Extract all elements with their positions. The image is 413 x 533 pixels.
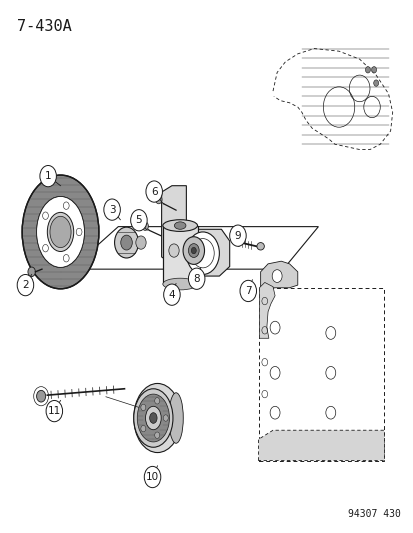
Polygon shape <box>161 185 229 276</box>
Polygon shape <box>260 261 297 288</box>
Ellipse shape <box>186 232 219 274</box>
Circle shape <box>373 80 378 86</box>
Circle shape <box>76 228 82 236</box>
Circle shape <box>163 415 168 421</box>
Ellipse shape <box>169 393 183 443</box>
Text: 94307 430: 94307 430 <box>347 509 400 519</box>
Ellipse shape <box>149 413 157 423</box>
Ellipse shape <box>36 197 84 268</box>
Text: 11: 11 <box>47 406 61 416</box>
Circle shape <box>142 222 148 230</box>
Ellipse shape <box>162 220 197 231</box>
Circle shape <box>140 404 145 410</box>
Text: 6: 6 <box>150 187 157 197</box>
FancyBboxPatch shape <box>162 225 197 284</box>
Ellipse shape <box>121 235 132 250</box>
Ellipse shape <box>191 247 196 254</box>
Ellipse shape <box>137 394 169 442</box>
Circle shape <box>131 209 147 231</box>
Circle shape <box>43 212 48 220</box>
Polygon shape <box>259 282 274 338</box>
Circle shape <box>371 67 376 73</box>
Ellipse shape <box>50 216 71 248</box>
Circle shape <box>46 400 62 422</box>
Circle shape <box>140 425 145 432</box>
Circle shape <box>240 280 256 302</box>
Ellipse shape <box>183 237 204 264</box>
Text: 9: 9 <box>234 231 241 241</box>
Ellipse shape <box>188 244 199 257</box>
Ellipse shape <box>162 278 197 290</box>
Text: 7-430A: 7-430A <box>17 19 72 34</box>
Circle shape <box>155 195 161 204</box>
Ellipse shape <box>135 236 146 249</box>
Circle shape <box>40 165 56 187</box>
Circle shape <box>154 398 159 404</box>
Ellipse shape <box>145 406 161 430</box>
Circle shape <box>154 432 159 438</box>
Text: 4: 4 <box>168 289 175 300</box>
Text: 1: 1 <box>45 171 51 181</box>
Circle shape <box>28 267 35 277</box>
Text: 2: 2 <box>22 280 28 290</box>
Polygon shape <box>258 430 384 461</box>
Ellipse shape <box>22 175 99 289</box>
Circle shape <box>365 67 370 73</box>
Circle shape <box>188 268 204 289</box>
Text: 7: 7 <box>244 286 251 296</box>
Circle shape <box>17 274 33 296</box>
Text: 10: 10 <box>146 472 159 482</box>
Circle shape <box>163 284 180 305</box>
Text: 5: 5 <box>135 215 142 225</box>
Ellipse shape <box>114 227 138 258</box>
Circle shape <box>36 390 45 402</box>
Text: 8: 8 <box>193 274 199 284</box>
Circle shape <box>43 245 48 252</box>
Ellipse shape <box>174 222 185 229</box>
Circle shape <box>63 255 69 262</box>
Circle shape <box>104 199 120 220</box>
Circle shape <box>229 225 246 246</box>
Ellipse shape <box>133 383 181 453</box>
Circle shape <box>144 466 160 488</box>
Ellipse shape <box>169 244 179 257</box>
Ellipse shape <box>133 389 173 447</box>
Bar <box>258 288 384 461</box>
Ellipse shape <box>47 212 74 252</box>
Circle shape <box>63 202 69 209</box>
Circle shape <box>145 181 162 202</box>
Circle shape <box>271 270 281 282</box>
Ellipse shape <box>256 243 264 250</box>
Text: 3: 3 <box>109 205 115 215</box>
